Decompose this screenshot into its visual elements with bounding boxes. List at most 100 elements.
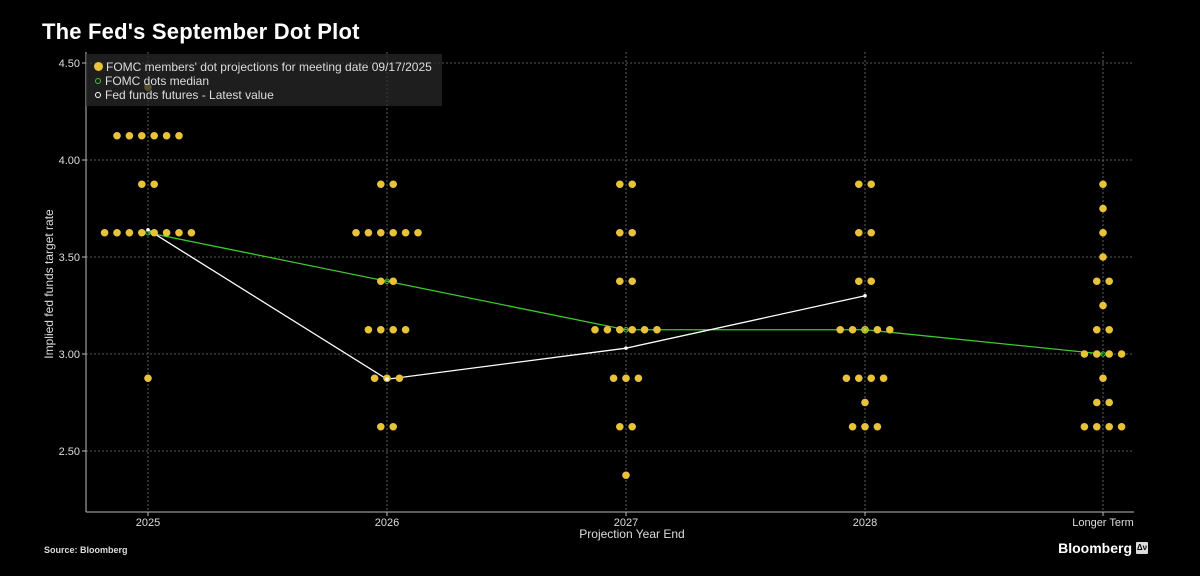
fomc-dot <box>352 228 360 237</box>
fomc-dot <box>1105 325 1113 334</box>
legend-label-median: FOMC dots median <box>105 73 210 88</box>
fomc-dot <box>377 422 385 431</box>
x-tick-label: 2025 <box>136 517 160 529</box>
fomc-dot <box>1105 422 1113 431</box>
fomc-dot <box>867 277 875 286</box>
fomc-dot <box>175 131 183 140</box>
fomc-dot <box>616 228 624 237</box>
fomc-dot <box>879 374 888 383</box>
median-point <box>862 327 868 333</box>
fomc-dot <box>1093 277 1101 286</box>
x-axis-label: Projection Year End <box>579 527 684 541</box>
fomc-dot <box>616 422 624 431</box>
fomc-dot <box>389 277 398 286</box>
fomc-dot <box>1099 253 1107 261</box>
x-tick-label: Longer Term <box>1072 517 1134 529</box>
fomc-dot <box>867 180 875 189</box>
fomc-dot <box>389 228 398 237</box>
fomc-dot <box>640 325 649 334</box>
y-tick-label: 4.00 <box>59 155 80 167</box>
fomc-dot <box>616 325 624 334</box>
fomc-dot <box>389 422 398 431</box>
fomc-dot <box>377 228 385 237</box>
legend-dot-marker <box>94 62 103 72</box>
fomc-dot <box>873 422 882 431</box>
fomc-dot <box>842 374 851 383</box>
futures-point <box>146 228 150 232</box>
fomc-dot <box>138 131 146 140</box>
fomc-dot <box>389 325 398 334</box>
legend-label-dots: FOMC members' dot projections for meetin… <box>106 59 432 74</box>
fomc-dot <box>628 325 636 334</box>
futures-line <box>147 229 866 380</box>
y-axis-label: Implied fed funds target rate <box>42 209 56 359</box>
fomc-dot <box>113 228 121 237</box>
fomc-dot <box>370 374 379 383</box>
fomc-dot <box>150 131 158 140</box>
fomc-dot <box>653 325 661 334</box>
brand-logo: Bloomberg <box>1058 540 1132 556</box>
median-line <box>147 232 1104 355</box>
fomc-dot <box>138 180 146 189</box>
legend-futures-marker <box>95 91 101 98</box>
legend-item-dots: FOMC members' dot projections for meetin… <box>94 59 432 74</box>
fomc-dot <box>628 422 636 431</box>
y-tick-label: 4.50 <box>59 58 80 70</box>
fomc-dot <box>1105 398 1113 407</box>
fomc-dot <box>125 228 134 237</box>
fomc-dot <box>1093 422 1101 431</box>
fomc-dot <box>867 228 875 237</box>
fomc-dot <box>861 398 869 407</box>
fomc-dot <box>1099 204 1107 213</box>
fomc-dot <box>113 131 121 140</box>
fomc-dot <box>175 228 183 237</box>
fomc-dot <box>150 180 158 189</box>
fomc-dot <box>848 325 857 334</box>
fomc-dot <box>395 374 404 383</box>
fomc-dot <box>125 131 134 140</box>
fomc-dot <box>364 228 373 237</box>
fomc-dot <box>867 374 875 383</box>
y-tick-label: 2.50 <box>59 446 80 458</box>
fomc-dot <box>591 325 599 334</box>
fomc-dot <box>187 228 196 237</box>
fomc-dot <box>622 471 630 480</box>
x-tick-label: 2027 <box>614 517 638 529</box>
fomc-dot <box>628 180 636 189</box>
chart-legend: FOMC members' dot projections for meetin… <box>86 54 442 106</box>
futures-point <box>863 294 867 298</box>
y-tick-label: 3.50 <box>59 252 80 264</box>
fomc-dot <box>377 180 385 189</box>
median-point <box>623 327 629 333</box>
fomc-dot <box>401 228 410 237</box>
fomc-dot <box>873 325 882 334</box>
fomc-dot <box>1093 350 1101 358</box>
fomc-dot <box>1105 277 1113 286</box>
fomc-dot <box>100 228 109 237</box>
fomc-dot <box>389 180 398 189</box>
fomc-dot <box>1099 301 1107 310</box>
fomc-dot <box>855 228 863 237</box>
fomc-dot <box>861 422 869 431</box>
fomc-dot <box>628 228 636 237</box>
fomc-dot <box>622 374 630 383</box>
fomc-dot <box>138 228 146 237</box>
fomc-dot <box>1105 350 1113 358</box>
x-tick-label: 2026 <box>375 517 399 529</box>
fomc-dot <box>609 374 618 383</box>
legend-item-median: FOMC dots median <box>94 73 210 88</box>
fomc-dot <box>616 277 624 286</box>
fomc-dot <box>848 422 857 431</box>
y-tick-label: 3.00 <box>59 349 80 361</box>
fomc-dot <box>1099 228 1107 237</box>
fomc-dot <box>1080 350 1089 358</box>
fomc-dot <box>364 325 373 334</box>
fomc-dot <box>1080 422 1089 431</box>
median-point <box>1100 351 1106 357</box>
fomc-dot <box>1117 422 1126 431</box>
fomc-dot <box>836 325 844 334</box>
fomc-dot <box>855 277 863 286</box>
fomc-dot <box>628 277 636 286</box>
fomc-dot <box>162 131 171 140</box>
